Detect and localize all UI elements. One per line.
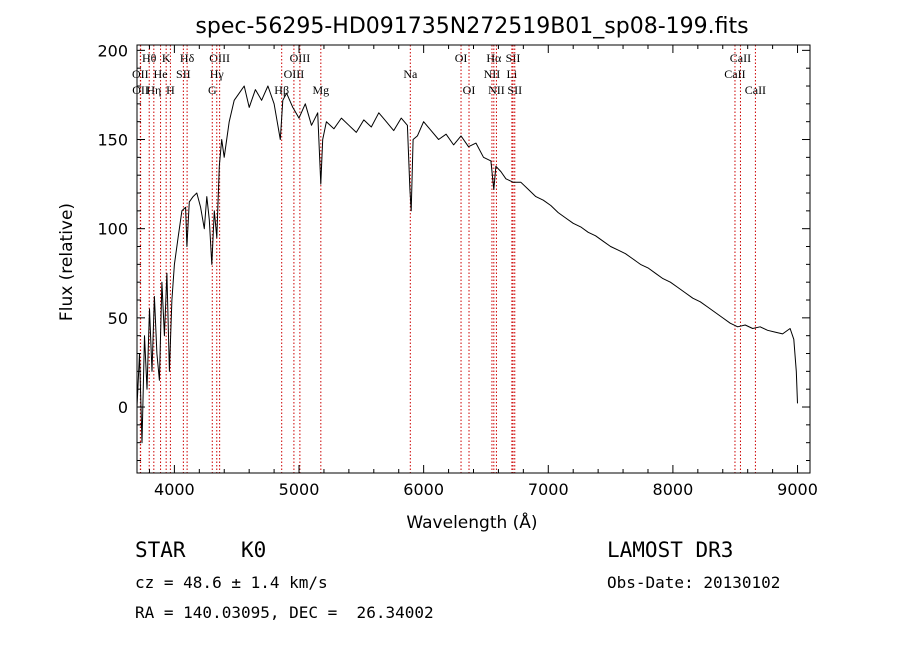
chart-title: spec-56295-HD091735N272519B01_sp08-199.f… <box>195 14 748 39</box>
x-tick-label: 5000 <box>279 480 320 499</box>
spectral-line-label: OIII <box>209 51 230 65</box>
spectral-line-label: OIII <box>290 51 311 65</box>
series-layer <box>136 85 798 444</box>
spectral-line-label: Hδ <box>180 51 195 65</box>
x-tick-label: 8000 <box>653 480 694 499</box>
spectral-line-label: H <box>166 83 175 97</box>
x-tick-label: 6000 <box>403 480 444 499</box>
spectrum-line <box>136 85 798 444</box>
obs-date-text: Obs-Date: 20130102 <box>607 573 781 592</box>
object-subclass: K0 <box>241 538 267 562</box>
spectral-line-label: SII <box>176 67 191 81</box>
survey-label: LAMOST DR3 <box>607 538 734 562</box>
plot-frame <box>136 44 811 474</box>
spectral-line-label: SII <box>507 83 522 97</box>
y-tick-label: 200 <box>97 41 128 60</box>
x-tick-label: 9000 <box>777 480 818 499</box>
spectral-line-label: Na <box>403 67 418 81</box>
spectral-line-label: OI <box>455 51 468 65</box>
y-tick-label: 50 <box>108 309 128 328</box>
spectral-line-label: CaII <box>745 83 766 97</box>
coordinates-text: RA = 140.03095, DEC = 26.34002 <box>135 603 434 622</box>
x-axis-label: Wavelength (Å) <box>406 511 537 533</box>
y-tick-label: 0 <box>118 398 128 417</box>
y-tick-label: 150 <box>97 131 128 150</box>
spectral-line-label: NII <box>484 67 501 81</box>
redshift-text: cz = 48.6 ± 1.4 km/s <box>135 573 328 592</box>
y-tick-label: 100 <box>97 220 128 239</box>
spectral-line-label: K <box>162 51 171 65</box>
spectral-line-label: OII <box>132 83 149 97</box>
x-tick-label: 7000 <box>528 480 569 499</box>
spectral-line-label: Hθ <box>142 51 157 65</box>
spectral-line-label: Hβ <box>274 83 289 97</box>
y-axis-label: Flux (relative) <box>57 203 77 321</box>
spectral-line-label: SII <box>506 51 521 65</box>
spectral-line-label: Hγ <box>210 67 225 81</box>
axis-ticks-layer: 4000 5000 6000 7000 8000 9000 0 50 100 150 200 <box>97 41 817 499</box>
spectral-line-label: OIII <box>284 67 305 81</box>
object-class: STAR <box>135 538 186 562</box>
spectral-line-label: Li <box>507 67 518 81</box>
spectral-line-label: G <box>208 83 217 97</box>
spectral-line-label: He <box>154 67 168 81</box>
spectral-line-label: Hα <box>486 51 502 65</box>
spectral-line-label: Mg <box>312 83 329 97</box>
spectral-line-label: Hη <box>146 83 161 97</box>
x-tick-label: 4000 <box>154 480 195 499</box>
spectral-line-label: CaII <box>724 67 745 81</box>
spectral-line-label: NII <box>488 83 505 97</box>
spectral-line-label: OI <box>463 83 476 97</box>
spectral-line-label: CaII <box>730 51 751 65</box>
